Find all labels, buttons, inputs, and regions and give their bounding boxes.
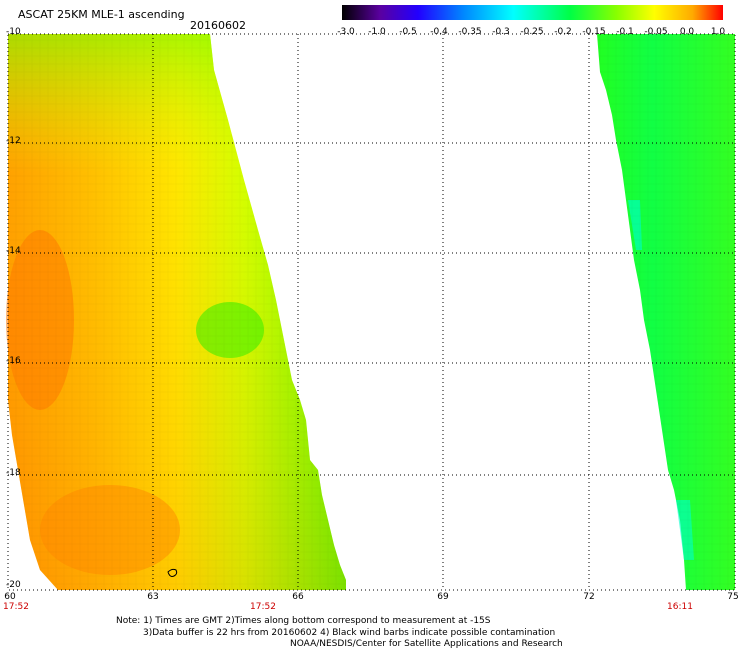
lon-label-75: 75 [727,592,739,602]
time-label-right: 16:11 [667,602,693,612]
time-label-mid: 17:52 [250,602,276,612]
note-line-2: 3)Data buffer is 22 hrs from 20160602 4)… [143,628,556,638]
colorbar-tick-label: -0.05 [644,27,668,37]
colorbar-tick-label: -0.25 [520,27,544,37]
colorbar-gradient [342,5,723,20]
colorbar-tick-label: -1.0 [368,27,386,37]
wind-barb-icon [167,568,178,577]
colorbar-tick-label: -0.5 [399,27,417,37]
left-swath [6,34,346,590]
note-line-3: NOAA/NESDIS/Center for Satellite Applica… [290,639,563,649]
time-label-left: 17:52 [3,602,29,612]
right-swath-area-grid [597,34,735,590]
lon-label-69: 69 [437,592,449,602]
colorbar-tick-label: -3.0 [337,27,355,37]
lat-label-20: -20 [6,580,21,590]
map-frame [7,33,736,591]
lat-label-18: -18 [6,468,21,478]
lon-label-63: 63 [147,592,159,602]
colorbar-tick-label: -0.3 [492,27,510,37]
colorbar-tick-label: -0.4 [430,27,448,37]
left-swath-area-grid [8,34,346,590]
colorbar [342,5,723,20]
colorbar-tick-label: 0.0 [679,27,695,37]
lat-label-16: -16 [6,356,21,366]
note-line-1: Note: 1) Times are GMT 2)Times along bot… [116,616,491,626]
right-swath [597,34,735,590]
map-date: 20160602 [190,19,246,32]
colorbar-tick-label: -0.35 [458,27,482,37]
colorbar-tick-label: -0.2 [554,27,572,37]
lat-label-12: -12 [6,136,21,146]
lon-label-66: 66 [292,592,304,602]
colorbar-tick-label: -0.15 [582,27,606,37]
colorbar-tick-label: 1.0 [710,27,726,37]
lat-label-14: -14 [6,246,21,256]
map-title: ASCAT 25KM MLE-1 ascending [18,8,185,21]
lat-label-10: -10 [6,27,21,37]
lon-label-72: 72 [583,592,595,602]
map-grid [7,33,736,591]
lon-label-60: 60 [4,592,16,602]
colorbar-tick-label: -0.1 [616,27,634,37]
